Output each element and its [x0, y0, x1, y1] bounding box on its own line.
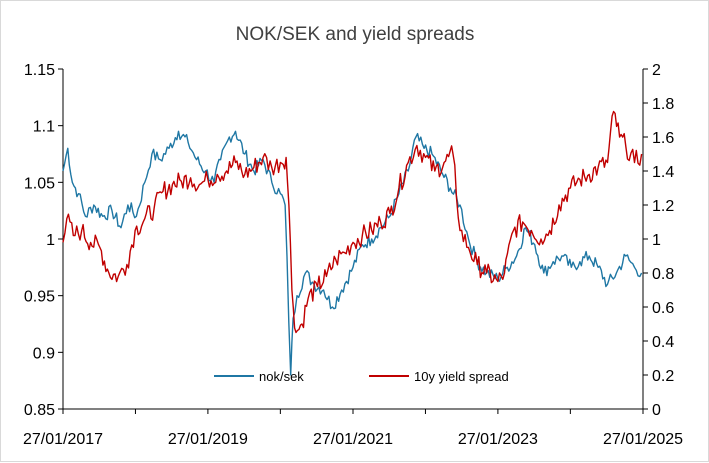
right-tick-label: 0.6 — [652, 300, 674, 317]
x-tick-label: 27/01/2025 — [603, 431, 683, 448]
left-tick-label: 1.05 — [24, 175, 55, 192]
series-line-yield-spread — [62, 110, 643, 334]
left-tick-label: 0.85 — [24, 402, 55, 419]
series-line-nok-sek — [62, 130, 643, 376]
right-tick-label: 1.2 — [652, 198, 674, 215]
left-tick-label: 0.95 — [24, 289, 55, 306]
legend-label-nok-sek: nok/sek — [259, 369, 304, 384]
right-tick-label: 1 — [652, 232, 661, 249]
legend: nok/sek 10y yield spread — [214, 369, 509, 384]
left-tick-label: 1.15 — [24, 62, 55, 79]
x-tick-label: 27/01/2021 — [313, 431, 393, 448]
right-tick-label: 0.8 — [652, 266, 674, 283]
right-tick-label: 2 — [652, 62, 661, 79]
x-tick-label: 27/01/2023 — [458, 431, 538, 448]
x-tick-label: 27/01/2017 — [23, 431, 103, 448]
right-tick-label: 0.2 — [652, 368, 674, 385]
left-tick-label: 1 — [46, 232, 55, 249]
left-tick-label: 0.9 — [33, 345, 55, 362]
x-axis-ticks: 27/01/2017 27/01/2019 27/01/2021 27/01/2023… — [23, 409, 683, 448]
right-tick-label: 1.8 — [652, 96, 674, 113]
right-tick-label: 0.4 — [652, 334, 674, 351]
left-axis-ticks: 0.85 0.9 0.95 1 1.05 1.1 1.15 — [24, 62, 63, 419]
right-axis-ticks: 0 0.2 0.4 0.6 0.8 1 1.2 1.4 1.6 1.8 2 — [643, 62, 674, 419]
right-tick-label: 0 — [652, 402, 661, 419]
legend-label-yield-spread: 10y yield spread — [414, 369, 509, 384]
right-tick-label: 1.4 — [652, 164, 674, 181]
series-layer — [62, 110, 643, 376]
left-tick-label: 1.1 — [33, 119, 55, 136]
x-tick-label: 27/01/2019 — [168, 431, 248, 448]
right-tick-label: 1.6 — [652, 130, 674, 147]
chart-title: NOK/SEK and yield spreads — [236, 24, 475, 45]
